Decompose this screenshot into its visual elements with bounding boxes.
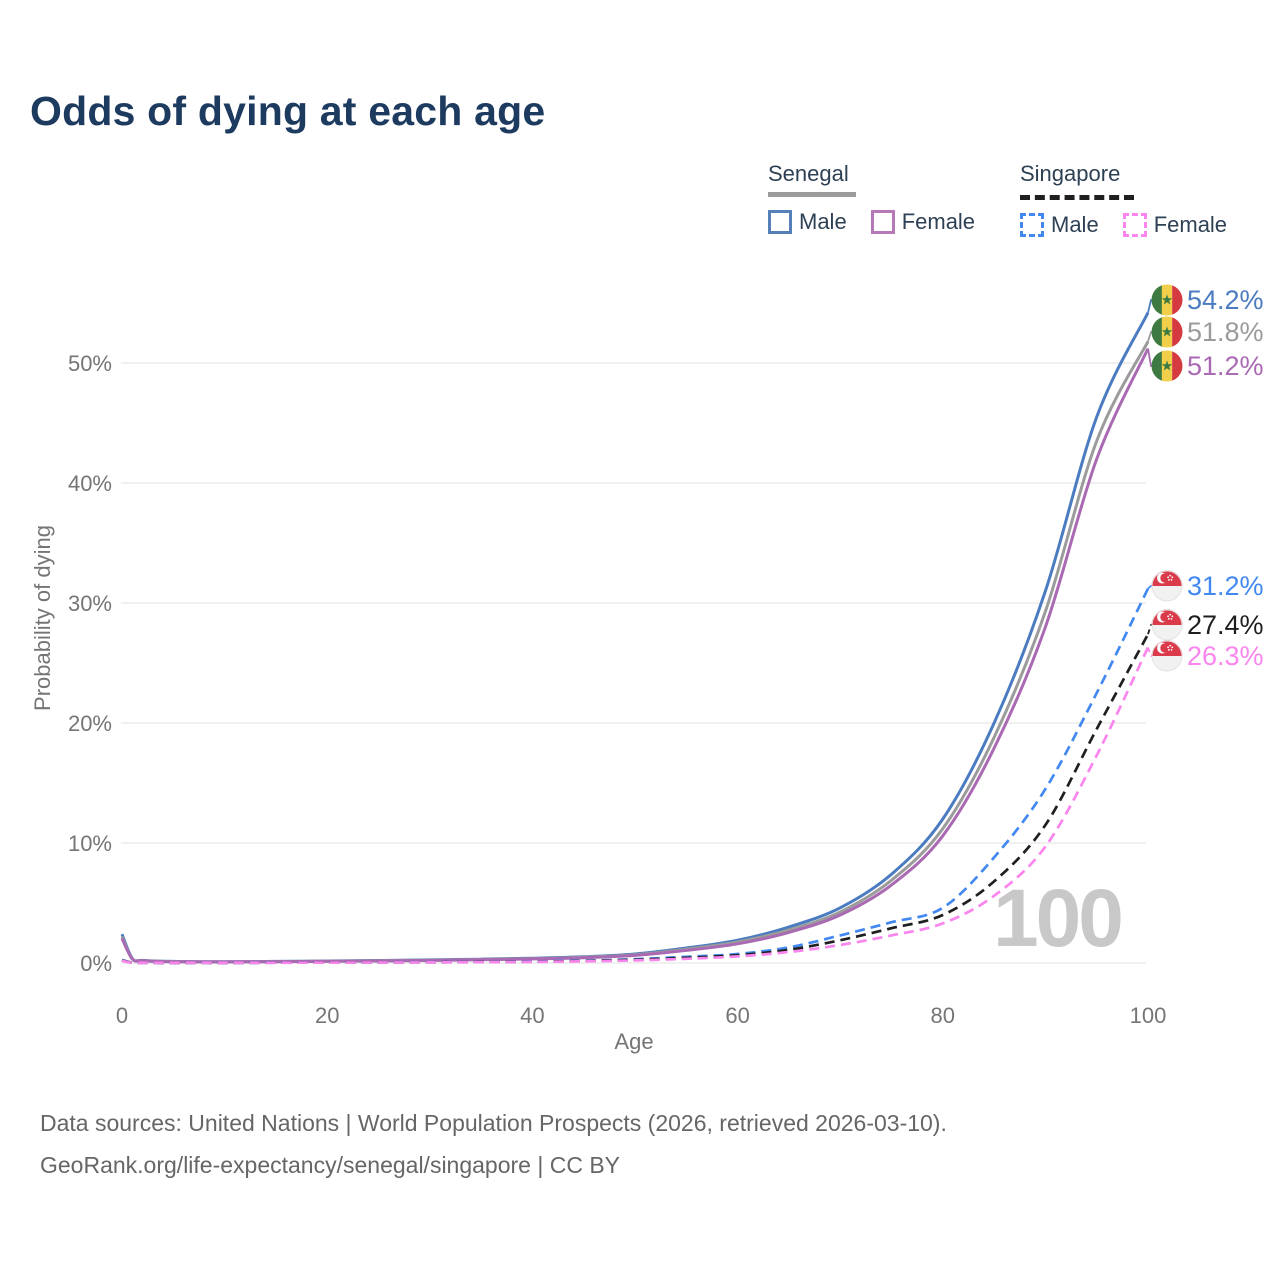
x-tick-60: 60 [725, 1003, 749, 1028]
legend-singapore-female-label: Female [1153, 212, 1228, 237]
singapore-flag-icon [1151, 570, 1183, 602]
series-line-singapore-female-female [121, 646, 1150, 965]
end-label-senegal-male-male: 54.2% [1187, 285, 1264, 315]
senegal-line-style-swatch [768, 192, 856, 197]
hover-age-watermark: 100 [993, 873, 1121, 964]
series-line-singapore-both [121, 633, 1150, 965]
singapore-flag-icon [1151, 609, 1183, 641]
legend-singapore-title[interactable]: Singapore [1020, 161, 1134, 200]
data-sources-line: Data sources: United Nations | World Pop… [40, 1110, 947, 1136]
legend-singapore-items: Male Female [1020, 212, 1227, 238]
legend-senegal-male-label: Male [799, 209, 847, 234]
singapore-female-swatch-icon [1122, 213, 1147, 237]
y-axis-title: Probability of dying [30, 525, 55, 711]
end-label-senegal-female-female: 51.2% [1187, 351, 1264, 381]
legend-singapore-female[interactable]: Female [1122, 212, 1228, 238]
legend-senegal-label: Senegal [768, 161, 849, 186]
x-tick-20: 20 [315, 1003, 339, 1028]
legend-singapore-male[interactable]: Male [1020, 212, 1099, 238]
y-tick-0: 0% [80, 951, 112, 976]
legend-senegal-female[interactable]: Female [870, 209, 976, 235]
senegal-female-swatch-icon [870, 210, 895, 234]
x-tick-40: 40 [520, 1003, 544, 1028]
legend-senegal-title[interactable]: Senegal [768, 161, 856, 197]
singapore-flag-icon [1151, 640, 1183, 672]
end-label-leader-singapore-male-male [1147, 585, 1156, 590]
y-tick-20: 20% [68, 711, 112, 736]
y-tick-10: 10% [68, 831, 112, 856]
x-tick-0: 0 [116, 1003, 128, 1028]
page-title: Odds of dying at each age [30, 88, 546, 134]
legend-singapore: Singapore Male Female [1020, 161, 1227, 238]
legend-senegal: Senegal Male Female [768, 161, 975, 235]
y-tick-40: 40% [68, 471, 112, 496]
legend-singapore-male-label: Male [1051, 212, 1099, 237]
singapore-line-style-swatch [1020, 195, 1134, 200]
legend-senegal-female-label: Female [901, 209, 976, 234]
x-tick-80: 80 [931, 1003, 955, 1028]
singapore-male-swatch-icon [1020, 213, 1044, 237]
end-label-singapore-male-male: 31.2% [1187, 571, 1264, 601]
senegal-male-swatch-icon [768, 210, 792, 234]
x-tick-100: 100 [1130, 1003, 1167, 1028]
plot-area[interactable] [121, 280, 1148, 964]
end-label-singapore-both: 27.4% [1187, 610, 1264, 640]
y-tick-30: 30% [68, 591, 112, 616]
footer: Data sources: United Nations | World Pop… [40, 1102, 947, 1186]
senegal-flag-icon [1151, 350, 1183, 382]
legend-senegal-male[interactable]: Male [768, 209, 847, 235]
senegal-flag-icon [1151, 284, 1183, 316]
end-label-senegal-both: 51.8% [1187, 317, 1264, 347]
legend-senegal-items: Male Female [768, 209, 975, 235]
end-label-singapore-female-female: 26.3% [1187, 641, 1264, 671]
senegal-flag-icon [1151, 316, 1183, 348]
x-axis-title: Age [614, 1029, 653, 1054]
y-tick-50: 50% [68, 351, 112, 376]
legend-singapore-label: Singapore [1020, 161, 1121, 186]
attribution-line: GeoRank.org/life-expectancy/senegal/sing… [40, 1152, 621, 1178]
